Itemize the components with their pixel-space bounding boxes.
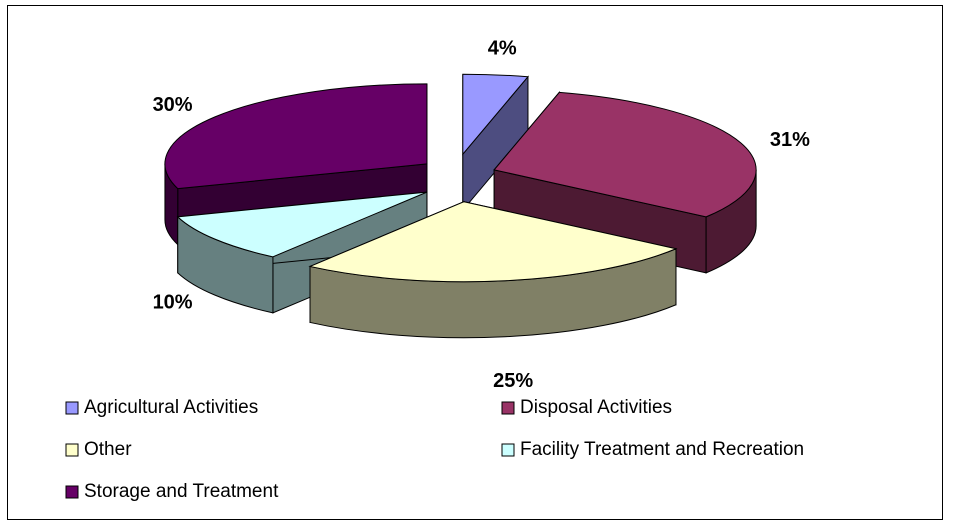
legend-swatch <box>65 401 79 415</box>
pie-slice <box>164 83 428 190</box>
legend-label: Disposal Activities <box>520 397 672 418</box>
legend-swatch <box>501 401 515 415</box>
pie-slice <box>462 73 529 156</box>
legend-swatch <box>65 443 79 457</box>
data-labels: 4% 31% 25% 10% 30% <box>153 37 811 391</box>
legend-swatch <box>501 443 515 457</box>
data-label: 4% <box>488 37 517 59</box>
legend: Agricultural Activities Disposal Activiti… <box>65 397 804 502</box>
pie-tops <box>164 73 757 283</box>
pie-slice <box>308 201 678 283</box>
legend-label: Storage and Treatment <box>84 481 279 502</box>
legend-label: Other <box>84 439 132 460</box>
pie-slice <box>176 191 428 258</box>
pie-slice <box>493 91 757 218</box>
legend-swatch <box>65 485 79 499</box>
data-label: 10% <box>153 291 193 313</box>
data-label: 25% <box>493 370 533 392</box>
legend-label: Agricultural Activities <box>84 397 258 418</box>
legend-label: Facility Treatment and Recreation <box>520 439 804 460</box>
data-label: 31% <box>770 129 810 151</box>
data-label: 30% <box>153 94 193 116</box>
